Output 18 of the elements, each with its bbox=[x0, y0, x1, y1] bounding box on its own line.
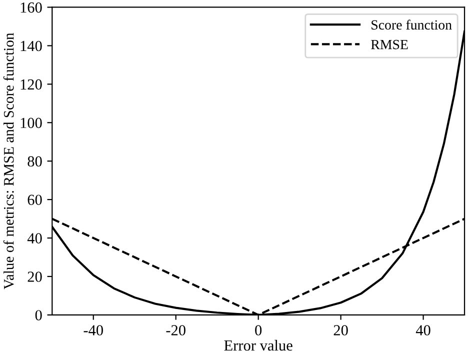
x-axis-title: Error value bbox=[224, 340, 292, 351]
x-tick-label: 40 bbox=[416, 325, 430, 336]
x-tick-label: -40 bbox=[84, 325, 103, 336]
y-axis-title: Value of metrics: RMSE and Score function bbox=[3, 32, 14, 290]
x-tick-label: 20 bbox=[334, 325, 348, 336]
legend-label: RMSE bbox=[371, 40, 408, 50]
y-tick-label: 140 bbox=[20, 40, 42, 52]
y-tick-label: 160 bbox=[20, 2, 42, 13]
y-tick-label: 60 bbox=[28, 194, 42, 206]
y-tick-label: 100 bbox=[20, 118, 42, 128]
x-tick-label: 0 bbox=[255, 325, 262, 336]
y-tick-label: 40 bbox=[27, 233, 42, 244]
x-tick-label: -20 bbox=[166, 325, 186, 336]
y-tick-label: 80 bbox=[28, 156, 42, 167]
y-tick-label: 20 bbox=[28, 272, 42, 282]
y-tick-label: 120 bbox=[20, 79, 42, 90]
legend-label: Score function bbox=[372, 20, 452, 30]
y-tick-label: 0 bbox=[35, 310, 42, 320]
